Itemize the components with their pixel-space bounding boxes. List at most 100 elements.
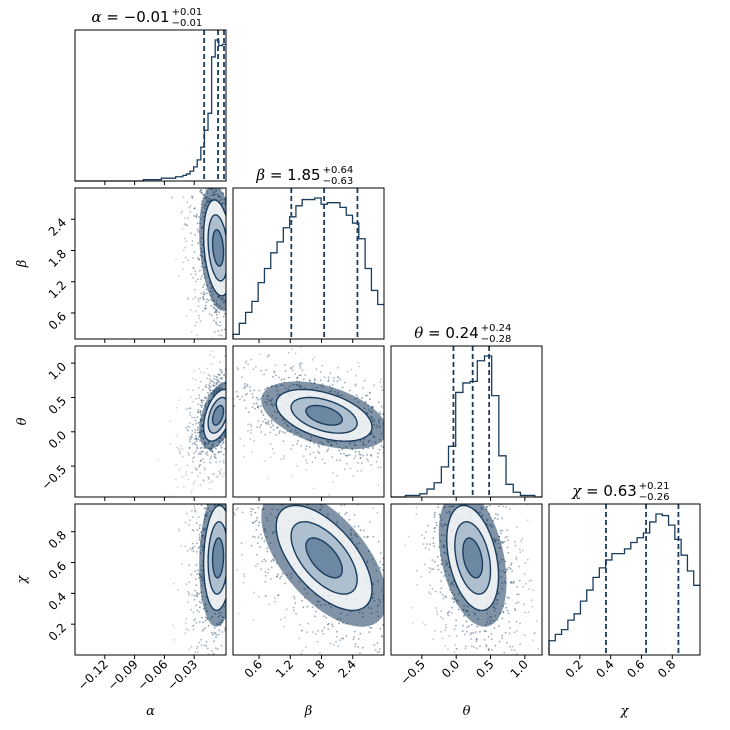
sample-point <box>227 415 229 417</box>
sample-point <box>240 253 242 255</box>
sample-point <box>429 571 431 574</box>
sample-point <box>277 573 279 576</box>
sample-point <box>366 454 368 456</box>
sample-point <box>280 575 283 578</box>
sample-point <box>231 511 233 513</box>
sample-point <box>506 402 508 404</box>
sample-point <box>238 197 240 199</box>
sample-point <box>455 462 457 464</box>
sample-point <box>507 539 509 542</box>
sample-point <box>435 704 437 706</box>
sample-point <box>336 630 338 633</box>
sample-point <box>248 397 250 399</box>
sample-point <box>411 450 413 452</box>
sample-point <box>308 454 310 456</box>
sample-point <box>459 463 461 465</box>
sample-point <box>182 724 184 726</box>
sample-point <box>205 307 207 310</box>
sample-point <box>229 417 231 419</box>
sample-point <box>349 489 351 491</box>
sample-point <box>434 590 437 593</box>
sample-point <box>322 633 325 635</box>
sample-point <box>236 451 238 453</box>
sample-point <box>265 492 267 494</box>
sample-point <box>266 387 268 389</box>
sample-point <box>235 216 237 218</box>
sample-point <box>189 411 192 414</box>
sample-point <box>327 380 330 383</box>
sample-point <box>218 353 220 355</box>
sample-point <box>245 227 247 229</box>
sample-point <box>196 700 198 702</box>
sample-point <box>519 643 522 646</box>
sample-point <box>283 378 286 380</box>
sample-point <box>194 310 197 312</box>
sample-point <box>234 310 236 312</box>
sample-point <box>473 691 475 693</box>
sample-point <box>506 568 509 571</box>
sample-point <box>353 630 356 633</box>
sample-point <box>327 622 330 625</box>
sample-point <box>464 645 467 648</box>
sample-point <box>238 247 240 249</box>
sample-point <box>251 393 254 395</box>
sample-point <box>191 436 193 439</box>
sample-point <box>243 394 245 396</box>
sample-point <box>235 423 237 425</box>
sample-point <box>400 597 402 599</box>
sample-point <box>188 426 191 428</box>
sample-point <box>349 467 352 470</box>
sample-point <box>317 451 319 453</box>
sample-point <box>256 406 259 409</box>
sample-point <box>234 411 236 413</box>
sample-point <box>236 537 238 539</box>
sample-point <box>229 538 231 540</box>
sample-point <box>326 450 328 453</box>
sample-point <box>237 512 239 514</box>
sample-point <box>241 305 243 307</box>
sample-point <box>201 404 204 407</box>
sample-point <box>403 443 405 445</box>
sample-point <box>296 440 299 442</box>
sample-point <box>414 423 416 425</box>
sample-point <box>231 307 233 309</box>
sample-point <box>194 296 197 299</box>
sample-point <box>237 404 239 406</box>
sample-point <box>274 474 276 476</box>
density-layer <box>157 159 540 726</box>
sample-point <box>189 159 191 161</box>
sample-point <box>211 380 214 383</box>
sample-point <box>255 565 257 568</box>
sample-point <box>240 236 242 238</box>
sample-point <box>333 380 335 382</box>
sample-point <box>190 608 193 611</box>
sample-point <box>238 487 240 489</box>
sample-point <box>321 364 324 367</box>
sample-point <box>462 449 464 451</box>
sample-point <box>224 486 226 488</box>
sample-point <box>416 408 418 410</box>
sample-point <box>227 227 229 229</box>
sample-point <box>213 331 216 334</box>
sample-point <box>220 329 223 331</box>
sample-point <box>205 645 208 647</box>
sample-point <box>235 591 237 593</box>
sample-point <box>231 513 233 515</box>
sample-point <box>235 274 237 276</box>
sample-point <box>449 693 451 695</box>
sample-point <box>382 413 384 415</box>
sample-point <box>388 434 390 436</box>
sample-point <box>211 485 213 487</box>
sample-point <box>273 371 275 374</box>
sample-point <box>235 276 237 278</box>
sample-point <box>374 692 376 694</box>
sample-point <box>235 363 237 365</box>
sample-point <box>377 456 379 458</box>
sample-point <box>230 359 232 361</box>
sample-point <box>516 586 519 588</box>
sample-point <box>373 384 375 386</box>
sample-point <box>234 355 236 357</box>
sample-point <box>418 643 420 645</box>
sample-point <box>233 411 235 413</box>
sample-point <box>193 375 195 377</box>
